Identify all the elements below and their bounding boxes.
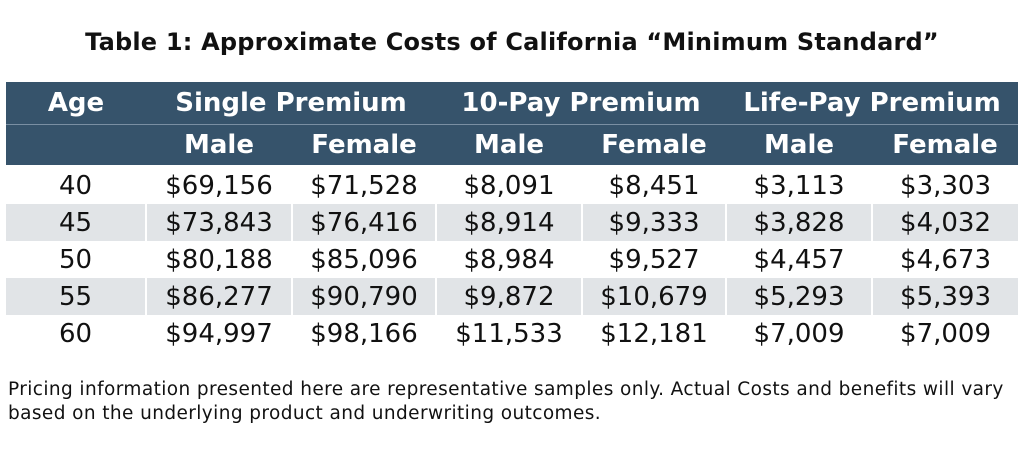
subheader-10pay-male: Male xyxy=(436,124,583,167)
cost-cell: $8,451 xyxy=(581,166,728,204)
table-row: 40 $69,156 $71,528 $8,091 $8,451 $3,113 … xyxy=(6,166,1019,204)
cost-cell: $5,393 xyxy=(871,278,1019,315)
group-header-10-pay-premium: 10-Pay Premium xyxy=(436,82,727,125)
cost-cell: $98,166 xyxy=(290,315,438,352)
cost-cell: $9,872 xyxy=(435,278,584,315)
cost-cell: $85,096 xyxy=(290,241,438,278)
cost-cell: $10,679 xyxy=(581,278,728,315)
subheader-single-male: Male xyxy=(146,124,292,167)
header-group-row: Age Single Premium 10-Pay Premium Life-P… xyxy=(6,82,1019,125)
group-header-single-premium: Single Premium xyxy=(146,82,437,125)
header-sub-row: Male Female Male Female Male Female xyxy=(6,124,1019,167)
age-header: Age xyxy=(6,82,146,125)
cost-cell: $4,457 xyxy=(725,241,874,278)
age-cell: 55 xyxy=(6,278,147,315)
cost-cell: $4,032 xyxy=(871,204,1019,241)
cost-cell: $7,009 xyxy=(725,315,874,352)
subheader-single-female: Female xyxy=(292,124,437,167)
cost-cell: $76,416 xyxy=(290,204,438,241)
age-cell: 45 xyxy=(6,204,147,241)
group-header-life-pay-premium: Life-Pay Premium xyxy=(726,82,1019,125)
cost-cell: $86,277 xyxy=(145,278,293,315)
cost-table: Age Single Premium 10-Pay Premium Life-P… xyxy=(6,82,1019,352)
cost-cell: $8,984 xyxy=(435,241,584,278)
cost-cell: $3,828 xyxy=(725,204,874,241)
age-header-blank xyxy=(6,124,146,167)
table-row: 50 $80,188 $85,096 $8,984 $9,527 $4,457 … xyxy=(6,241,1019,278)
cost-cell: $4,673 xyxy=(871,241,1019,278)
age-cell: 60 xyxy=(6,315,147,352)
cost-cell: $94,997 xyxy=(145,315,293,352)
table-row: 60 $94,997 $98,166 $11,533 $12,181 $7,00… xyxy=(6,315,1019,352)
cost-cell: $9,527 xyxy=(581,241,728,278)
subheader-lifepay-male: Male xyxy=(726,124,873,167)
table-row: 45 $73,843 $76,416 $8,914 $9,333 $3,828 … xyxy=(6,204,1019,241)
cost-cell: $3,303 xyxy=(871,166,1019,204)
cost-cell: $7,009 xyxy=(871,315,1019,352)
cost-cell: $71,528 xyxy=(290,166,438,204)
cost-cell: $80,188 xyxy=(145,241,293,278)
cost-cell: $8,914 xyxy=(435,204,584,241)
cost-cell: $90,790 xyxy=(290,278,438,315)
cost-cell: $73,843 xyxy=(145,204,293,241)
cost-cell: $3,113 xyxy=(725,166,874,204)
cost-cell: $69,156 xyxy=(145,166,293,204)
table-row: 55 $86,277 $90,790 $9,872 $10,679 $5,293… xyxy=(6,278,1019,315)
footnote: Pricing information presented here are r… xyxy=(8,379,1004,424)
cost-cell: $9,333 xyxy=(581,204,728,241)
subheader-10pay-female: Female xyxy=(582,124,727,167)
cost-cell: $8,091 xyxy=(435,166,584,204)
cost-cell: $11,533 xyxy=(435,315,584,352)
cost-cell: $5,293 xyxy=(725,278,874,315)
age-cell: 50 xyxy=(6,241,147,278)
cost-cell: $12,181 xyxy=(581,315,728,352)
table-title: Table 1: Approximate Costs of California… xyxy=(85,28,939,56)
subheader-lifepay-female: Female xyxy=(872,124,1019,167)
age-cell: 40 xyxy=(6,166,147,204)
